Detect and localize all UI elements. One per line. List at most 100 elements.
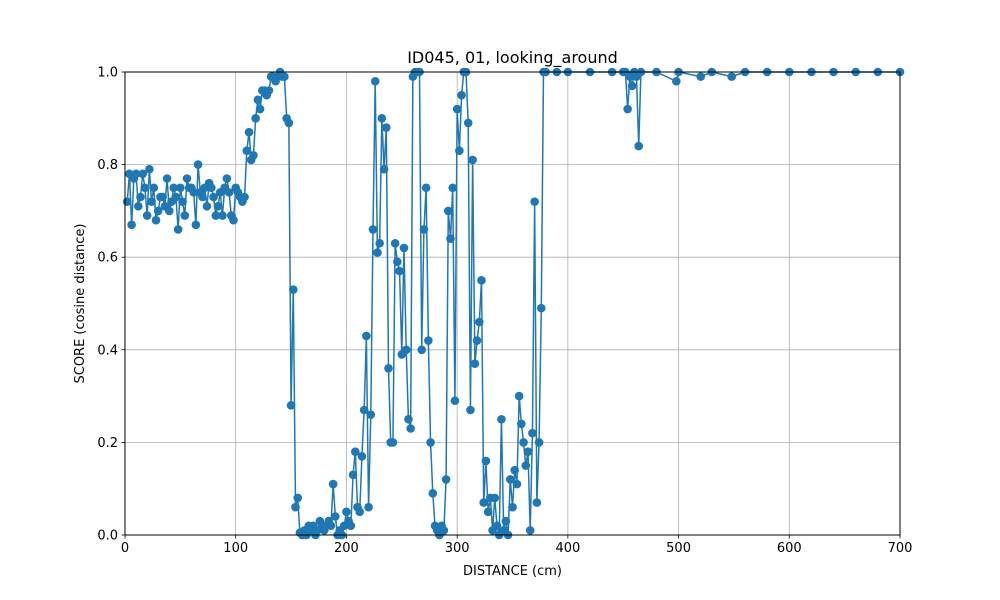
data-point [479, 498, 489, 507]
x-tick-label: 600 [777, 541, 802, 556]
data-point [240, 192, 249, 202]
data-point [136, 192, 145, 202]
data-point [381, 123, 391, 132]
data-point [127, 220, 136, 230]
data-point [419, 225, 429, 234]
data-point [364, 502, 373, 512]
data-point [448, 183, 458, 193]
data-point [463, 118, 473, 128]
data-point [242, 146, 252, 156]
data-point [379, 164, 389, 174]
data-point [472, 336, 482, 345]
data-point [441, 475, 451, 484]
data-point [534, 438, 544, 447]
y-axis-ticks: 0.0 0.2 0.4 0.6 0.8 1.0 [97, 66, 125, 544]
data-point [255, 104, 265, 114]
data-point [375, 239, 384, 248]
data-point [401, 345, 411, 355]
data-point [490, 493, 500, 503]
data-point [525, 526, 535, 535]
data-point [178, 197, 187, 206]
data-point [244, 127, 254, 137]
x-axis-ticks: 0 100 200 300 400 500 600 700 [121, 535, 913, 556]
data-point [370, 76, 380, 86]
data-point [253, 95, 263, 105]
data-point [727, 72, 737, 81]
data-point [280, 72, 289, 81]
data-point [424, 336, 433, 345]
data-point [224, 188, 234, 197]
data-point [512, 479, 522, 489]
data-point [342, 507, 351, 517]
data-point [474, 317, 484, 327]
data-point [326, 521, 336, 531]
data-point [368, 225, 378, 234]
data-point [477, 276, 486, 285]
data-point [505, 475, 515, 484]
data-point [696, 72, 706, 81]
y-tick-label: 0.6 [97, 251, 118, 266]
data-point [388, 438, 398, 447]
data-point [153, 206, 163, 216]
data-point [362, 331, 371, 341]
data-point [209, 192, 218, 202]
data-point [373, 248, 382, 257]
y-axis-label: SCORE (cosine distance) [73, 223, 88, 383]
data-point [147, 197, 156, 206]
data-point [291, 502, 300, 512]
data-point [350, 447, 360, 456]
data-point [481, 456, 491, 466]
data-point [406, 424, 415, 433]
data-point [404, 414, 413, 424]
data-point [446, 234, 455, 243]
data-point [284, 118, 294, 128]
data-point [264, 86, 274, 95]
data-point [162, 174, 172, 183]
data-point [171, 192, 181, 202]
data-point [191, 220, 201, 230]
data-point [366, 410, 376, 419]
x-tick-label: 400 [555, 541, 580, 556]
data-point [521, 461, 531, 470]
data-point [145, 164, 154, 174]
data-point [357, 451, 367, 461]
data-point [176, 183, 185, 193]
data-point [202, 201, 212, 211]
x-tick-label: 0 [121, 541, 129, 556]
data-point [523, 447, 533, 456]
data-point [483, 507, 493, 517]
y-tick-label: 0.8 [97, 158, 118, 173]
x-tick-label: 200 [334, 541, 359, 556]
data-point [331, 512, 340, 521]
data-point [528, 428, 537, 438]
x-tick-label: 300 [445, 541, 470, 556]
x-tick-label: 700 [888, 541, 913, 556]
data-point [384, 364, 393, 373]
data-point [229, 215, 238, 225]
data-point [286, 401, 296, 410]
data-point [450, 396, 460, 406]
data-point [193, 160, 203, 169]
data-point [426, 438, 435, 447]
x-tick-label: 100 [223, 541, 248, 556]
data-point [149, 183, 159, 193]
data-point [251, 114, 260, 123]
data-point [672, 76, 681, 86]
data-point [158, 192, 167, 202]
data-point [517, 419, 526, 429]
y-tick-label: 0.2 [97, 436, 118, 451]
data-point [207, 183, 216, 193]
data-point [428, 489, 438, 498]
data-point [355, 507, 365, 517]
data-point [532, 498, 542, 507]
data-point [623, 104, 632, 114]
data-point [510, 465, 520, 475]
data-point [218, 211, 227, 220]
data-point [213, 201, 223, 211]
data-point [492, 521, 502, 531]
data-point [182, 174, 192, 183]
data-point [122, 197, 132, 206]
data-point [443, 206, 453, 216]
data-point [140, 183, 150, 193]
